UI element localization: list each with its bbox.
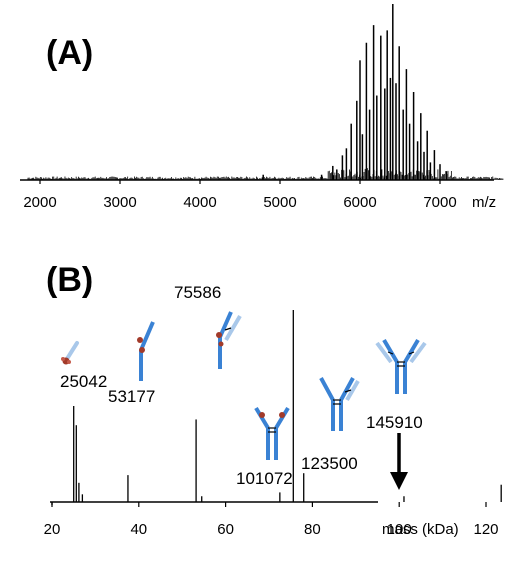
tick-label-a-7000: 7000 [423,194,456,211]
panel-a-peaks [27,4,504,180]
tick-label-a-3000: 3000 [103,194,136,211]
intact-antibody-arrow [390,433,408,490]
heavy-light-pair-icon [216,311,242,369]
tick-label-b-20: 20 [44,521,61,538]
tick-label-b-120: 120 [473,521,498,538]
heavy-chain-icon [137,321,155,381]
panel-b-ticks: 20 40 60 80 100 120 [44,502,499,538]
peak-label-75586: 75586 [174,283,221,302]
panel-b-label: (B) [46,261,93,299]
panel-a-x-axis-title: m/z [472,194,496,211]
peak-label-25042: 25042 [60,372,107,391]
tick-label-a-4000: 4000 [183,194,216,211]
peak-label-53177: 53177 [108,387,155,406]
panel-b-x-axis-title: mass (kDa) [382,521,459,538]
peak-label-123500: 123500 [301,454,358,473]
tick-label-b-80: 80 [304,521,321,538]
light-chain-icon [61,341,79,365]
tick-label-b-40: 40 [130,521,147,538]
intact-antibody-icon [375,338,427,394]
tick-label-a-5000: 5000 [263,194,296,211]
panel-a-label: (A) [46,34,93,72]
tick-label-b-60: 60 [217,521,234,538]
peak-label-145910: 145910 [366,413,423,432]
antibody-minus-one-light-chain-icon [319,377,360,431]
peak-label-101072: 101072 [236,469,293,488]
panel-a-spectrum: (A) 2000 3000 4000 5000 6000 7000 m/z [20,4,504,211]
panel-a-ticks: 2000 3000 4000 5000 6000 7000 [23,180,457,211]
panel-b-deconvoluted: (B) 20 40 60 80 100 120 mass (kDa) 25042 5317… [44,261,502,538]
panel-b-peaks [73,310,502,502]
tick-label-b-100: 100 [387,521,412,538]
tick-label-a-6000: 6000 [343,194,376,211]
antibody-minus-light-chains-icon [254,406,290,460]
tick-label-a-2000: 2000 [23,194,56,211]
